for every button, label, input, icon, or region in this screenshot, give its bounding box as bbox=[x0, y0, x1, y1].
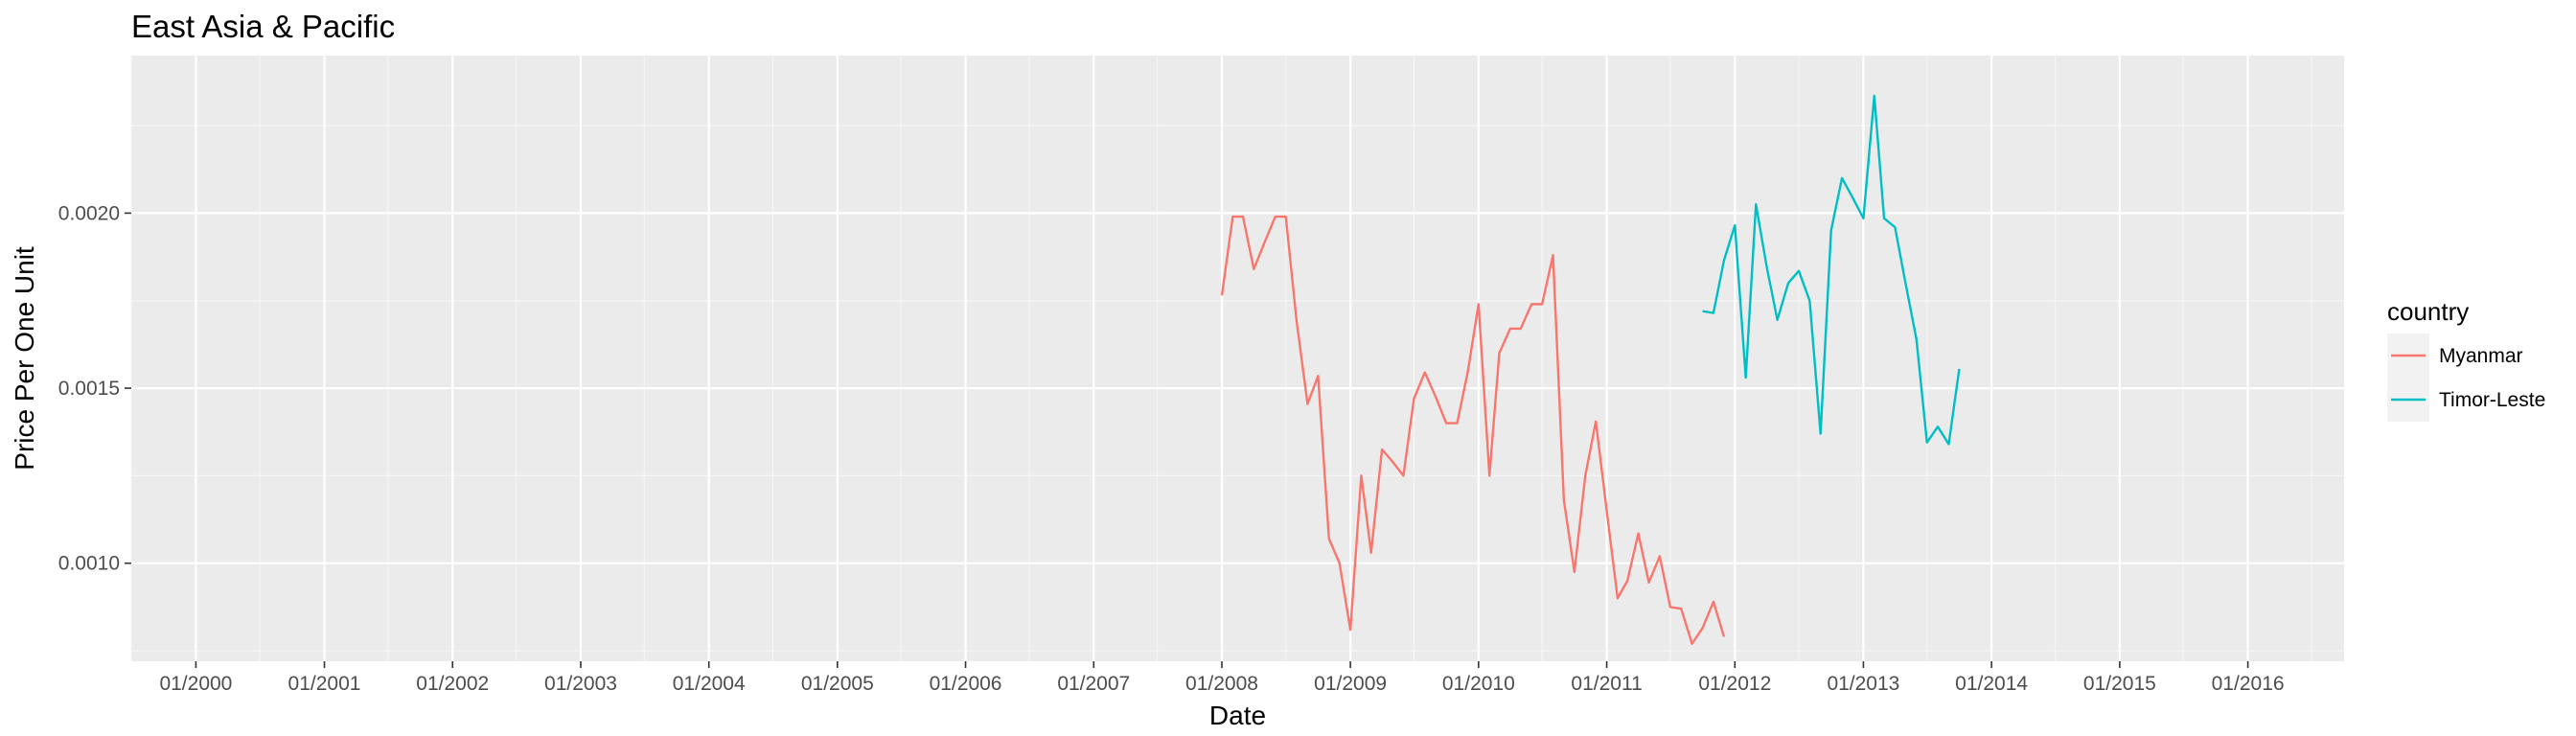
x-tick-label: 01/2006 bbox=[930, 673, 1002, 695]
x-tick-label: 01/2016 bbox=[2212, 673, 2285, 695]
y-tick-label: 0.0010 bbox=[58, 553, 120, 575]
y-axis-title: Price Per One Unit bbox=[10, 246, 39, 471]
x-tick-label: 01/2013 bbox=[1827, 673, 1899, 695]
legend-title: country bbox=[2387, 297, 2469, 326]
x-tick-label: 01/2000 bbox=[159, 673, 232, 695]
x-tick-label: 01/2004 bbox=[673, 673, 746, 695]
x-tick-label: 01/2007 bbox=[1057, 673, 1130, 695]
x-tick-label: 01/2015 bbox=[2083, 673, 2156, 695]
x-tick-label: 01/2003 bbox=[544, 673, 617, 695]
plot-panel bbox=[131, 56, 2344, 661]
x-axis-title: Date bbox=[1209, 701, 1266, 730]
legend-label-myanmar: Myanmar bbox=[2439, 345, 2523, 367]
x-tick-label: 01/2012 bbox=[1698, 673, 1771, 695]
legend: country Myanmar Timor-Leste bbox=[2387, 297, 2545, 422]
x-tick-label: 01/2008 bbox=[1185, 673, 1258, 695]
x-tick-label: 01/2010 bbox=[1442, 673, 1515, 695]
series-line-myanmar bbox=[1220, 215, 1726, 645]
series-line-timor-leste bbox=[1702, 94, 1961, 446]
y-tick-label: 0.0015 bbox=[58, 378, 120, 400]
y-tick-label: 0.0020 bbox=[58, 202, 120, 224]
x-tick-label: 01/2009 bbox=[1314, 673, 1387, 695]
x-tick-label: 01/2011 bbox=[1571, 673, 1642, 695]
x-tick-label: 01/2002 bbox=[416, 673, 489, 695]
x-tick-label: 01/2005 bbox=[801, 673, 874, 695]
y-axis: 0.0010 0.0015 0.0020 bbox=[58, 202, 131, 575]
chart-title: East Asia & Pacific bbox=[131, 9, 395, 44]
x-tick-label: 01/2001 bbox=[288, 673, 361, 695]
x-axis: 01/2000 01/2001 01/2002 01/2003 01/2004 01/20… bbox=[159, 661, 2285, 695]
legend-label-timor-leste: Timor-Leste bbox=[2439, 389, 2545, 411]
series-layer bbox=[1220, 94, 1961, 645]
grid-major bbox=[131, 56, 2344, 661]
x-tick-label: 01/2014 bbox=[1955, 673, 2028, 695]
grid-minor bbox=[130, 56, 2344, 661]
